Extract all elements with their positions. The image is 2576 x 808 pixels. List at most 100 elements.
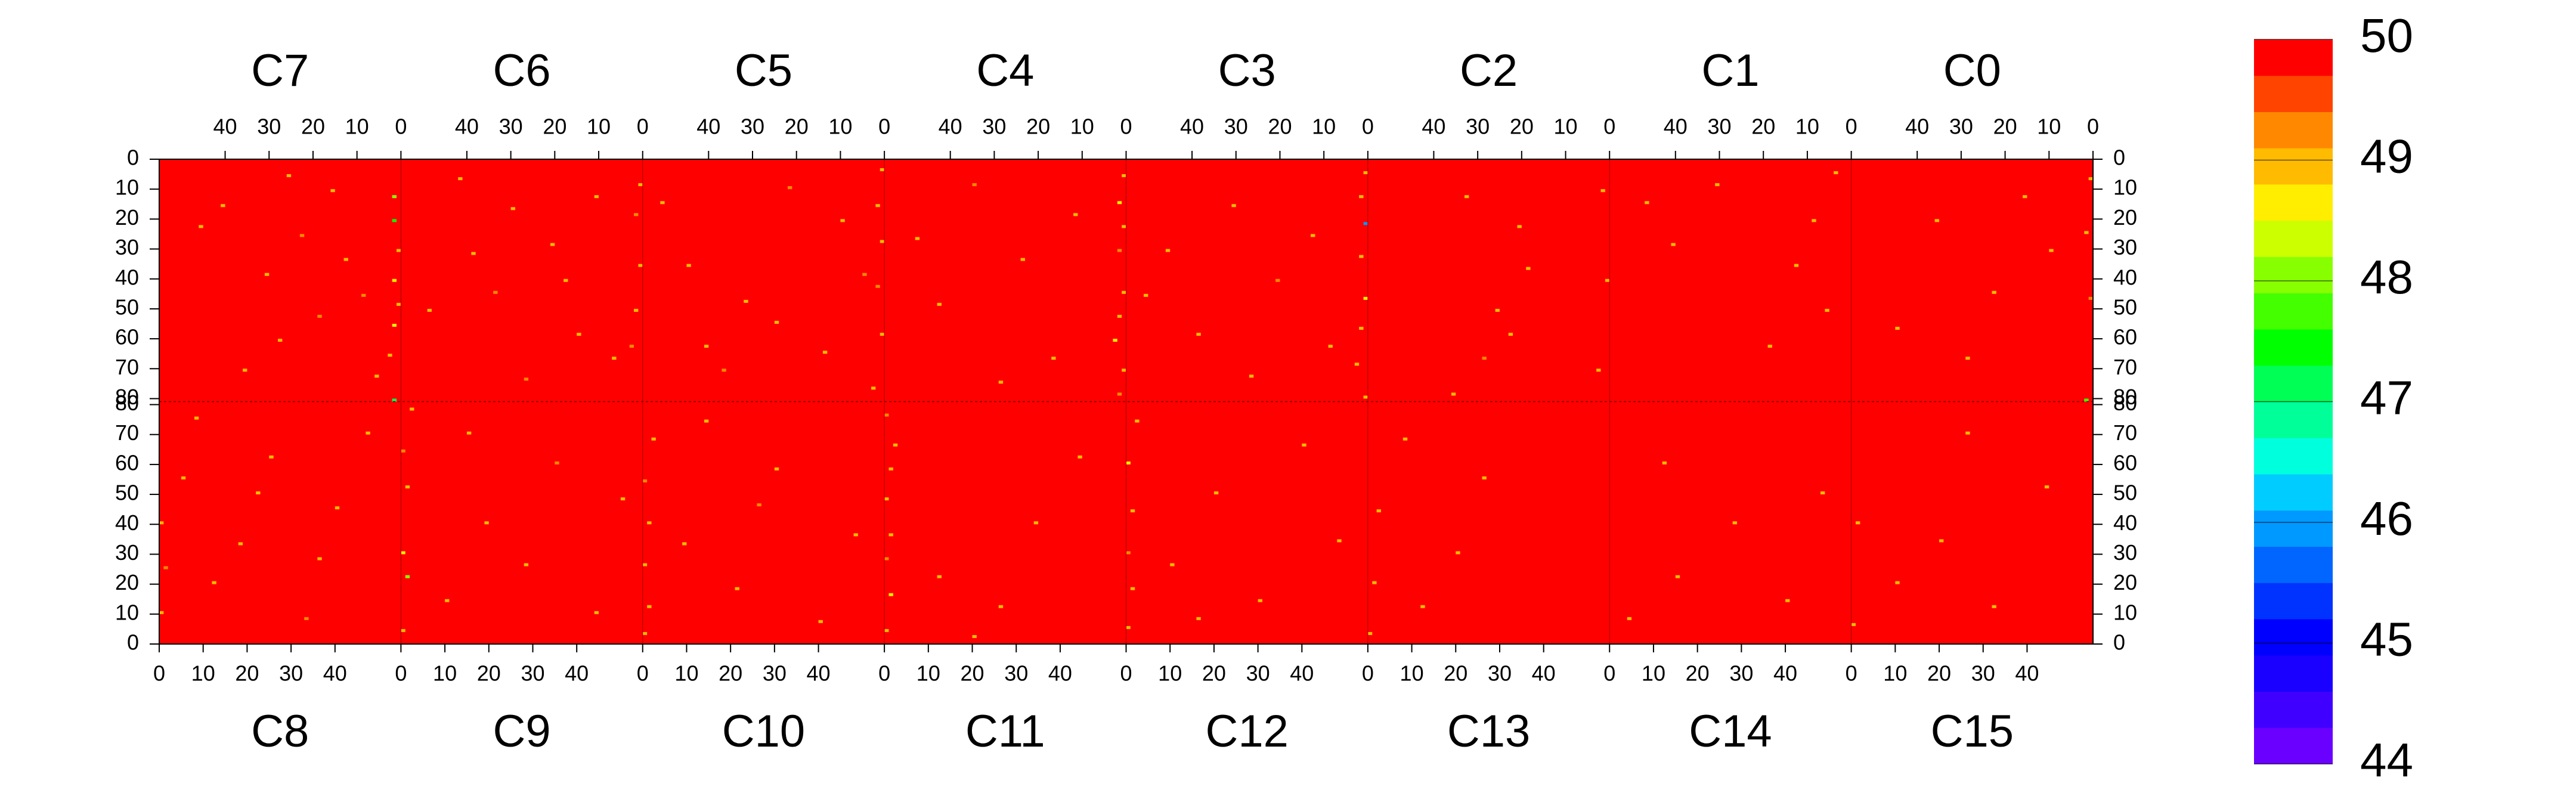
heatmap-cell bbox=[1675, 575, 1680, 578]
colorbar-band bbox=[2254, 510, 2333, 547]
x-tick-label: 30 bbox=[982, 114, 1006, 139]
heatmap-cell bbox=[405, 485, 410, 489]
heatmap-cell bbox=[2088, 296, 2093, 300]
heatmap-cell bbox=[392, 324, 397, 327]
chip-area bbox=[1367, 401, 1610, 644]
heatmap-cell bbox=[620, 497, 626, 501]
chip-area bbox=[642, 159, 885, 402]
x-tick-label: 30 bbox=[279, 661, 303, 686]
heatmap-cell bbox=[1130, 509, 1135, 513]
heatmap-cell bbox=[194, 416, 199, 420]
heatmap-cell bbox=[642, 479, 648, 482]
y-tick-label: 40 bbox=[115, 265, 139, 289]
chip-label: C5 bbox=[735, 45, 792, 96]
heatmap-cell bbox=[471, 252, 476, 255]
heatmap-cell bbox=[212, 581, 216, 584]
x-tick-label: 0 bbox=[1362, 661, 1374, 686]
y-tick-label: 80 bbox=[2113, 391, 2137, 415]
heatmap-cell bbox=[893, 443, 898, 447]
heatmap-cell bbox=[704, 419, 709, 423]
heatmap-cell bbox=[1372, 581, 1377, 584]
heatmap-cell bbox=[1376, 509, 1381, 513]
heatmap-cell bbox=[937, 575, 942, 578]
heatmap-cell bbox=[330, 189, 335, 193]
heatmap-cell bbox=[343, 258, 348, 261]
x-tick-label: 10 bbox=[433, 661, 457, 686]
x-tick-label: 30 bbox=[1971, 661, 1995, 686]
x-tick-label: 10 bbox=[1070, 114, 1094, 139]
colorbar-tick-label: 48 bbox=[2360, 250, 2413, 304]
heatmap-cell bbox=[757, 503, 761, 507]
heatmap-cell bbox=[1596, 369, 1601, 372]
heatmap-cell bbox=[1143, 293, 1148, 297]
x-tick-label: 10 bbox=[1158, 661, 1182, 686]
heatmap-cell bbox=[493, 290, 498, 294]
heatmap-cell bbox=[735, 587, 739, 590]
heatmap-cell bbox=[458, 177, 463, 181]
heatmap-cell bbox=[374, 374, 379, 378]
x-tick-label: 40 bbox=[1664, 114, 1688, 139]
heatmap-cell bbox=[594, 611, 599, 614]
x-tick-label: 0 bbox=[2087, 114, 2099, 139]
heatmap-cell bbox=[1456, 551, 1460, 555]
y-tick-label: 0 bbox=[2113, 145, 2125, 170]
heatmap-cell bbox=[1662, 461, 1667, 465]
y-tick-label: 80 bbox=[2113, 385, 2137, 409]
x-tick-label: 40 bbox=[1905, 114, 1929, 139]
heatmap-cell bbox=[594, 195, 599, 199]
heatmap-cell bbox=[1231, 204, 1236, 208]
colorbar-band bbox=[2254, 655, 2333, 692]
x-tick-label: 30 bbox=[1729, 661, 1753, 686]
heatmap-cell bbox=[1363, 296, 1368, 300]
y-tick-label: 50 bbox=[115, 481, 139, 505]
x-tick-label: 30 bbox=[1466, 114, 1490, 139]
heatmap-cell bbox=[1645, 201, 1649, 205]
heatmap-cell bbox=[1337, 539, 1342, 543]
heatmap-cell bbox=[1420, 605, 1425, 608]
y-tick-label: 10 bbox=[115, 175, 139, 200]
heatmap-cell bbox=[1122, 174, 1126, 178]
y-tick-label: 20 bbox=[2113, 570, 2137, 595]
heatmap-cell bbox=[1605, 278, 1610, 282]
heatmap-cell bbox=[397, 302, 401, 306]
heatmap-cell bbox=[199, 225, 203, 228]
heatmap-cell bbox=[1126, 551, 1131, 555]
x-tick-label: 40 bbox=[1422, 114, 1445, 139]
heatmap-cell bbox=[1213, 491, 1219, 495]
heatmap-cell bbox=[787, 186, 792, 190]
y-tick-label: 20 bbox=[115, 205, 139, 230]
heatmap-cell bbox=[822, 351, 828, 354]
heatmap-cell bbox=[1732, 521, 1737, 525]
x-tick-label: 10 bbox=[828, 114, 852, 139]
x-tick-label: 0 bbox=[1846, 114, 1857, 139]
colorbar-tick-label: 46 bbox=[2360, 492, 2413, 545]
chip-area bbox=[159, 401, 401, 644]
heatmap-cell bbox=[1126, 626, 1131, 629]
heatmap-cell bbox=[1895, 327, 1900, 330]
x-tick-label: 10 bbox=[1883, 661, 1907, 686]
y-tick-label: 40 bbox=[2113, 265, 2137, 289]
y-tick-label: 30 bbox=[2113, 540, 2137, 565]
heatmap-cell bbox=[840, 219, 845, 222]
heatmap-cell bbox=[524, 377, 529, 381]
heatmap-cell bbox=[2049, 249, 2054, 252]
x-tick-label: 30 bbox=[521, 661, 544, 686]
x-tick-label: 30 bbox=[763, 661, 787, 686]
heatmap-cell bbox=[2084, 398, 2089, 402]
heatmap-cell bbox=[392, 219, 397, 222]
y-tick-label: 20 bbox=[2113, 205, 2137, 230]
y-tick-label: 70 bbox=[115, 420, 139, 445]
heatmap-cell bbox=[1122, 290, 1126, 294]
heatmap-cell bbox=[510, 207, 516, 210]
heatmap-cell bbox=[1402, 437, 1408, 441]
colorbar-band bbox=[2254, 619, 2333, 656]
heatmap-cell bbox=[704, 345, 709, 348]
heatmap-cell bbox=[524, 563, 529, 566]
colorbar-band bbox=[2254, 546, 2333, 583]
colorbar-band bbox=[2254, 75, 2333, 112]
colorbar-tick-label: 44 bbox=[2360, 733, 2413, 787]
y-tick-label: 30 bbox=[2113, 235, 2137, 259]
heatmap-cell bbox=[686, 264, 691, 267]
colorbar-band bbox=[2254, 112, 2333, 148]
